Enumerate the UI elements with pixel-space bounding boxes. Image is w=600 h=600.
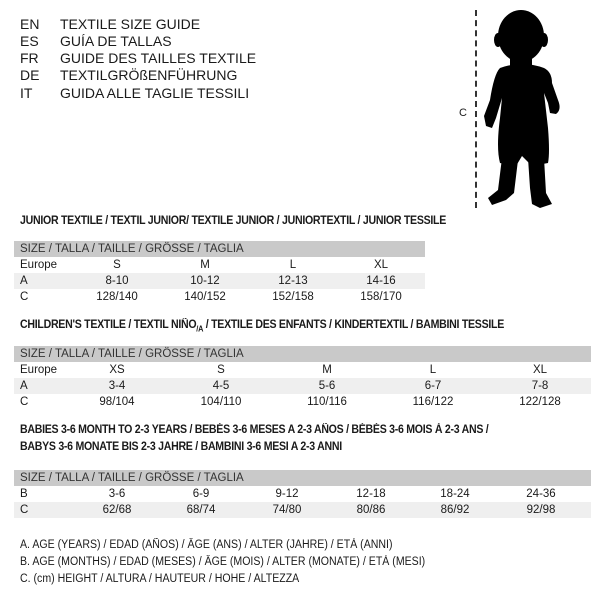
table-cell: 8-10: [105, 275, 129, 287]
table-cell: 3-4: [108, 380, 126, 392]
table-cell: 92/98: [526, 504, 556, 516]
table-cell: 140/152: [184, 291, 226, 303]
language-line-de: DE TEXTILGRÖßENFÜHRUNG: [20, 67, 237, 84]
table-cell: 6-9: [192, 488, 210, 500]
row-label: A: [20, 380, 28, 392]
table-cell: 12-18: [356, 488, 386, 500]
babies-section-title-line2: BABYS 3-6 MONATE BIS 2-3 JAHRE / BAMBINI…: [20, 441, 342, 453]
table-cell: 12-13: [278, 275, 308, 287]
babies-size-table: SIZE / TALLA / TAILLE / GRÖSSE / TAGLIA …: [14, 470, 591, 518]
table-cell: 14-16: [366, 275, 396, 287]
table-cell: 104/110: [200, 396, 242, 408]
table-row: A 8-10 10-12 12-13 14-16: [14, 273, 425, 289]
table-cell: 3-6: [108, 488, 126, 500]
table-cell: 9-12: [275, 488, 299, 500]
table-cell: 5-6: [318, 380, 336, 392]
lang-title: TEXTILGRÖßENFÜHRUNG: [60, 67, 238, 83]
height-dashed-line: [475, 10, 477, 208]
lang-title: GUIDA ALLE TAGLIE TESSILI: [60, 85, 250, 101]
table-header: SIZE / TALLA / TAILLE / GRÖSSE / TAGLIA: [14, 346, 591, 362]
table-cell: L: [289, 259, 297, 271]
legend-note-c: C. (cm) HEIGHT / ALTURA / HAUTEUR / HÖHE…: [20, 573, 300, 585]
table-row: Europe XS S M L XL: [14, 362, 591, 378]
title-part: CHILDREN'S TEXTILE / TEXTIL NIÑO: [20, 319, 197, 331]
lang-code: ES: [20, 33, 39, 49]
language-line-es: ES GUÍA DE TALLAS: [20, 33, 172, 50]
table-cell: XS: [109, 364, 125, 376]
row-label: Europe: [20, 259, 58, 271]
table-cell: S: [217, 364, 225, 376]
row-label: B: [20, 488, 28, 500]
table-header: SIZE / TALLA / TAILLE / GRÖSSE / TAGLIA: [14, 470, 591, 486]
table-cell: 74/80: [272, 504, 302, 516]
table-cell: M: [200, 259, 210, 271]
title-subscript: /A: [196, 324, 204, 334]
table-header: SIZE / TALLA / TAILLE / GRÖSSE / TAGLIA: [14, 241, 425, 257]
language-line-fr: FR GUIDE DES TAILLES TEXTILE: [20, 50, 256, 67]
junior-section-title: JUNIOR TEXTILE / TEXTIL JUNIOR/ TEXTILE …: [20, 215, 447, 227]
lang-code: DE: [20, 67, 40, 83]
legend-note-a: A. AGE (YEARS) / EDAD (AÑOS) / ÂGE (ANS)…: [20, 539, 393, 551]
table-cell: 128/140: [96, 291, 138, 303]
table-row: A 3-4 4-5 5-6 6-7 7-8: [14, 378, 591, 394]
table-cell: 110/116: [307, 396, 347, 408]
table-cell: 86/92: [440, 504, 470, 516]
legend-note-b: B. AGE (MONTHS) / EDAD (MESES) / ÂGE (MO…: [20, 556, 426, 568]
header-label: SIZE / TALLA / TAILLE / GRÖSSE / TAGLIA: [20, 472, 244, 484]
table-row: C 128/140 140/152 152/158 158/170: [14, 289, 425, 305]
lang-code: IT: [20, 85, 33, 101]
row-label: A: [20, 275, 28, 287]
table-cell: 158/170: [360, 291, 402, 303]
table-row: Europe S M L XL: [14, 257, 425, 273]
table-row: C 98/104 104/110 110/116 116/122 122/128: [14, 394, 591, 410]
table-row: C 62/68 68/74 74/80 80/86 86/92 92/98: [14, 502, 591, 518]
table-cell: XL: [532, 364, 548, 376]
row-label: Europe: [20, 364, 58, 376]
babies-section-title-line1: BABIES 3-6 MONTH TO 2-3 YEARS / BEBÉS 3-…: [20, 424, 489, 436]
table-row: B 3-6 6-9 9-12 12-18 18-24 24-36: [14, 486, 591, 502]
table-cell: 122/128: [519, 396, 561, 408]
table-cell: 152/158: [272, 291, 314, 303]
language-line-it: IT GUIDA ALLE TAGLIE TESSILI: [20, 85, 249, 102]
table-cell: 62/68: [102, 504, 132, 516]
row-label: C: [20, 291, 29, 303]
table-cell: M: [322, 364, 332, 376]
table-cell: 68/74: [186, 504, 216, 516]
title-part: / TEXTILE DES ENFANTS / KINDERTEXTIL / B…: [203, 319, 505, 331]
row-label: C: [20, 396, 29, 408]
table-cell: 24-36: [526, 488, 556, 500]
junior-size-table: SIZE / TALLA / TAILLE / GRÖSSE / TAGLIA …: [14, 241, 425, 305]
children-section-title: CHILDREN'S TEXTILE / TEXTIL NIÑO/A / TEX…: [20, 319, 504, 333]
table-cell: 116/122: [412, 396, 454, 408]
table-cell: S: [113, 259, 121, 271]
child-silhouette-icon: [484, 10, 560, 208]
table-cell: 6-7: [424, 380, 442, 392]
table-cell: L: [429, 364, 437, 376]
table-cell: 80/86: [356, 504, 386, 516]
measure-label: C: [459, 107, 467, 119]
lang-code: FR: [20, 50, 39, 66]
table-cell: 18-24: [440, 488, 470, 500]
row-label: C: [20, 504, 29, 516]
children-size-table: SIZE / TALLA / TAILLE / GRÖSSE / TAGLIA …: [14, 346, 591, 410]
lang-title: TEXTILE SIZE GUIDE: [60, 16, 201, 32]
header-label: SIZE / TALLA / TAILLE / GRÖSSE / TAGLIA: [20, 348, 244, 360]
lang-title: GUIDE DES TAILLES TEXTILE: [60, 50, 257, 66]
header-label: SIZE / TALLA / TAILLE / GRÖSSE / TAGLIA: [20, 243, 244, 255]
table-cell: 4-5: [212, 380, 230, 392]
table-cell: 98/104: [99, 396, 135, 408]
table-cell: XL: [373, 259, 389, 271]
lang-title: GUÍA DE TALLAS: [60, 33, 172, 49]
language-line-en: EN TEXTILE SIZE GUIDE: [20, 16, 200, 33]
lang-code: EN: [20, 16, 40, 32]
table-cell: 7-8: [531, 380, 549, 392]
table-cell: 10-12: [190, 275, 220, 287]
